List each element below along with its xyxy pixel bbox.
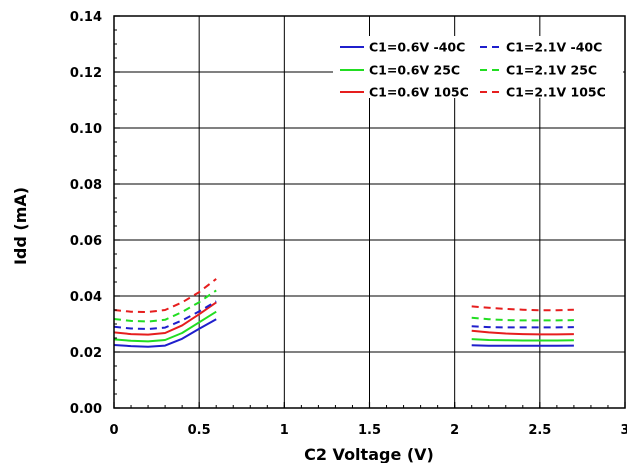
series-line — [113, 289, 217, 323]
y-tick-label: 0.12 — [70, 66, 102, 81]
series-line — [471, 316, 574, 322]
y-axis-title: Idd (mA) — [11, 187, 30, 265]
x-axis-title: C2 Voltage (V) — [304, 445, 434, 463]
x-tick-label: 2 — [450, 423, 459, 438]
x-tick-label: 3 — [620, 423, 627, 438]
series-line — [471, 329, 574, 336]
series-line — [113, 318, 217, 348]
y-tick-label: 0.08 — [70, 178, 102, 193]
series-line — [113, 301, 217, 336]
y-tick-label: 0.06 — [70, 234, 102, 249]
x-tick-label: 0 — [109, 423, 118, 438]
x-tick-label: 1 — [280, 423, 289, 438]
legend-label: C1=0.6V 25C — [369, 63, 460, 78]
y-tick-label: 0.02 — [70, 346, 102, 361]
plot-frame — [113, 15, 626, 409]
x-tick-label: 2.5 — [528, 423, 551, 438]
series-line — [113, 300, 217, 330]
x-tick-label: 0.5 — [188, 423, 211, 438]
legend-background — [333, 36, 623, 98]
series-lines — [113, 278, 574, 348]
legend: C1=0.6V -40C C1=0.6V 25C C1=0.6V 105C C1=2.… — [333, 36, 623, 100]
x-tick-label: 1.5 — [358, 423, 381, 438]
series-line — [471, 305, 574, 312]
legend-label: C1=2.1V 25C — [506, 63, 597, 78]
axes — [113, 15, 626, 409]
tick-labels: 0 0.5 1 1.5 2 2.5 3 0.00 0.02 0.04 0.06 0.08 0.10 0.1… — [70, 10, 627, 438]
y-tick-label: 0.04 — [70, 290, 102, 305]
series-line — [471, 338, 574, 342]
series-line — [471, 325, 574, 329]
legend-label: C1=0.6V -40C — [369, 40, 465, 55]
y-tick-label: 0.00 — [70, 402, 102, 417]
series-line — [113, 310, 217, 343]
legend-label: C1=2.1V 105C — [506, 85, 606, 100]
legend-label: C1=2.1V -40C — [506, 40, 602, 55]
series-line — [471, 344, 574, 347]
y-tick-label: 0.14 — [70, 10, 102, 25]
y-tick-label: 0.10 — [70, 122, 102, 137]
series-line — [113, 278, 217, 313]
legend-label: C1=0.6V 105C — [369, 85, 469, 100]
